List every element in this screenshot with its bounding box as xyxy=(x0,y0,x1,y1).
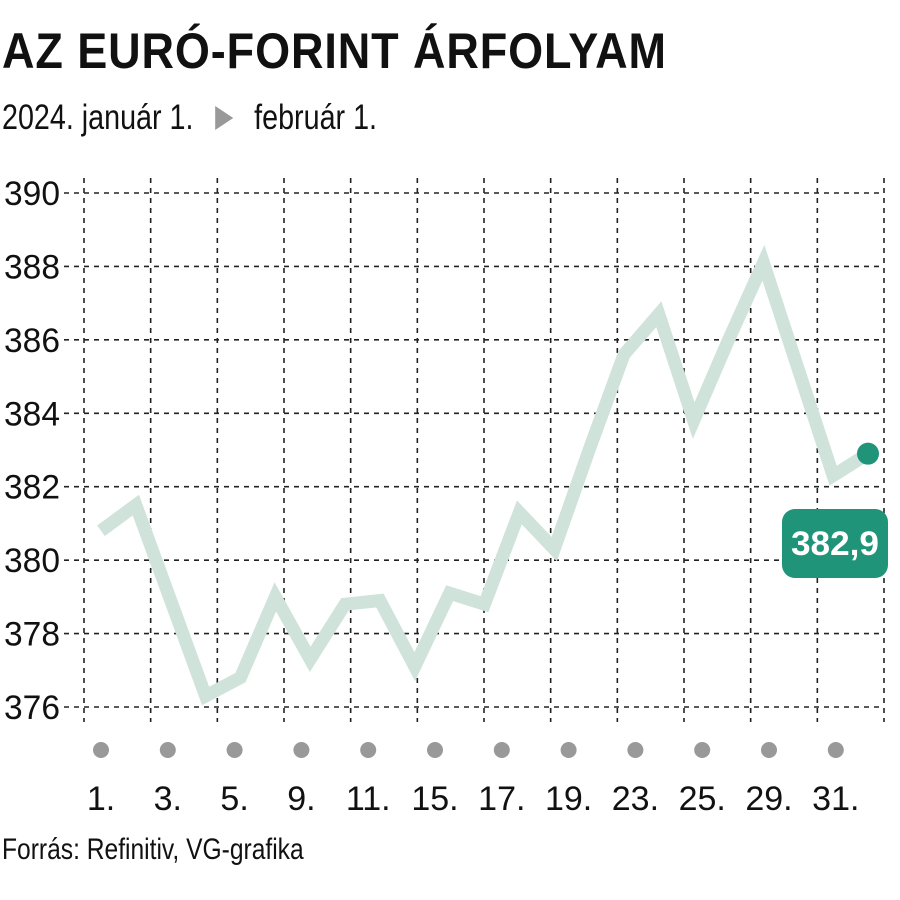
x-tick-marker xyxy=(293,742,310,758)
x-tick-marker xyxy=(627,742,644,758)
x-tick-label: 5. xyxy=(220,780,248,818)
x-tick-label: 25. xyxy=(679,780,726,818)
chart-subtitle: 2024. január 1. február 1. xyxy=(2,100,377,135)
x-tick-label: 11. xyxy=(346,780,391,818)
last-value-label: 382,9 xyxy=(791,525,879,563)
x-tick-marker xyxy=(427,742,443,758)
y-tick-label: 380 xyxy=(4,542,60,580)
x-tick-label: 19. xyxy=(545,780,592,818)
series-line xyxy=(97,244,872,706)
x-tick-label: 29. xyxy=(745,780,792,818)
x-tick-marker xyxy=(93,742,109,758)
x-tick-marker xyxy=(360,742,377,758)
x-tick-label: 17. xyxy=(478,780,525,818)
source-note: Forrás: Refinitiv, VG-grafika xyxy=(2,833,304,866)
last-value-marker xyxy=(857,442,879,465)
x-tick-marker xyxy=(493,742,510,758)
x-tick-marker xyxy=(226,742,243,758)
y-tick-label: 378 xyxy=(4,616,60,654)
y-tick-label: 382 xyxy=(4,469,60,507)
arrow-right-icon xyxy=(214,105,233,130)
x-tick-marker xyxy=(761,742,777,758)
chart-title: AZ EURÓ-FORINT ÁRFOLYAM xyxy=(2,23,667,79)
y-tick-label: 390 xyxy=(4,175,60,213)
x-tick-label: 1. xyxy=(87,780,115,818)
x-tick-label: 23. xyxy=(612,780,659,818)
x-tick-label: 3. xyxy=(154,780,182,818)
y-tick-label: 376 xyxy=(4,689,60,727)
x-tick-label: 9. xyxy=(287,780,315,818)
x-tick-label: 31. xyxy=(812,780,859,818)
x-tick-label: 15. xyxy=(411,780,458,818)
x-tick-marker xyxy=(694,742,711,758)
x-tick-marker xyxy=(159,742,176,758)
y-tick-label: 386 xyxy=(4,322,60,360)
date-range-end: február 1. xyxy=(254,98,378,137)
date-range-start: 2024. január 1. xyxy=(2,98,194,137)
y-tick-label: 384 xyxy=(4,395,60,433)
x-tick-marker xyxy=(827,742,844,758)
x-tick-marker xyxy=(560,742,577,758)
last-value-badge xyxy=(782,509,888,578)
y-tick-label: 388 xyxy=(4,248,60,286)
